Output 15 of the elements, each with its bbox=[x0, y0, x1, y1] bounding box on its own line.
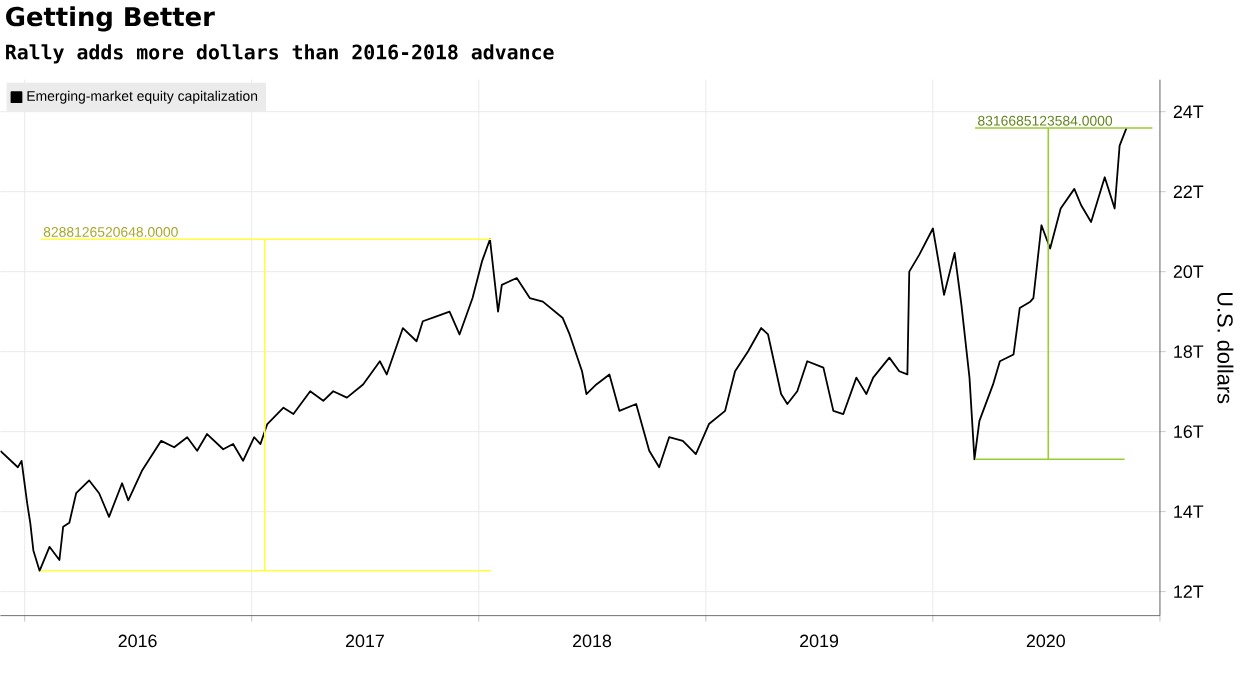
y-tick-label: 18T bbox=[1174, 345, 1204, 359]
x-tick-label: 2018 bbox=[573, 634, 612, 648]
y-tick-label: 24T bbox=[1173, 105, 1204, 119]
y-tick-label: 12T bbox=[1174, 585, 1204, 599]
chart-subtitle: Rally adds more dollars than 2016-2018 advance bbox=[6, 44, 554, 64]
y-tick-label: 14T bbox=[1174, 505, 1204, 519]
x-tick-label: 2020 bbox=[1026, 634, 1065, 648]
y-tick-label: 22T bbox=[1173, 185, 1204, 199]
x-tick-label: 2016 bbox=[118, 634, 157, 648]
y-tick-label: 20T bbox=[1173, 265, 1204, 279]
chart-title: Getting Better bbox=[6, 6, 215, 32]
y-axis-title: U.S. dollars bbox=[1217, 293, 1234, 404]
x-tick-label: 2019 bbox=[800, 634, 839, 648]
y-tick-label: 16T bbox=[1174, 425, 1204, 439]
x-tick-label: 2017 bbox=[345, 634, 384, 648]
